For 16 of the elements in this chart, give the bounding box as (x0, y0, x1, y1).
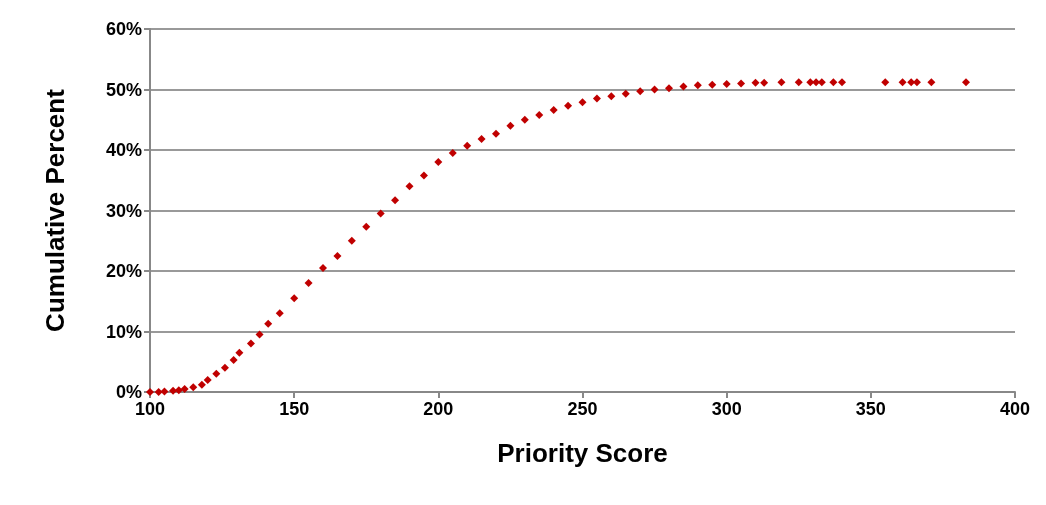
y-tick-label: 60% (105, 19, 142, 39)
x-tick-label: 350 (855, 399, 886, 419)
x-tick-label: 100 (134, 399, 166, 419)
y-tick-label: 10% (105, 321, 142, 342)
y-tick-label: 0% (115, 382, 142, 402)
x-tick-label: 300 (711, 399, 742, 419)
x-axis-title: Priority Score (497, 438, 668, 468)
y-tick-label: 20% (105, 261, 142, 281)
x-tick-label: 200 (423, 399, 454, 419)
y-tick-label: 50% (105, 79, 142, 100)
x-tick-label: 250 (567, 399, 598, 419)
y-axis-title: Cumulative Percent (40, 88, 70, 332)
y-tick-label: 40% (105, 140, 142, 160)
x-tick-label: 400 (999, 399, 1031, 419)
x-tick-label: 150 (279, 399, 310, 419)
y-tick-label: 30% (105, 200, 142, 221)
